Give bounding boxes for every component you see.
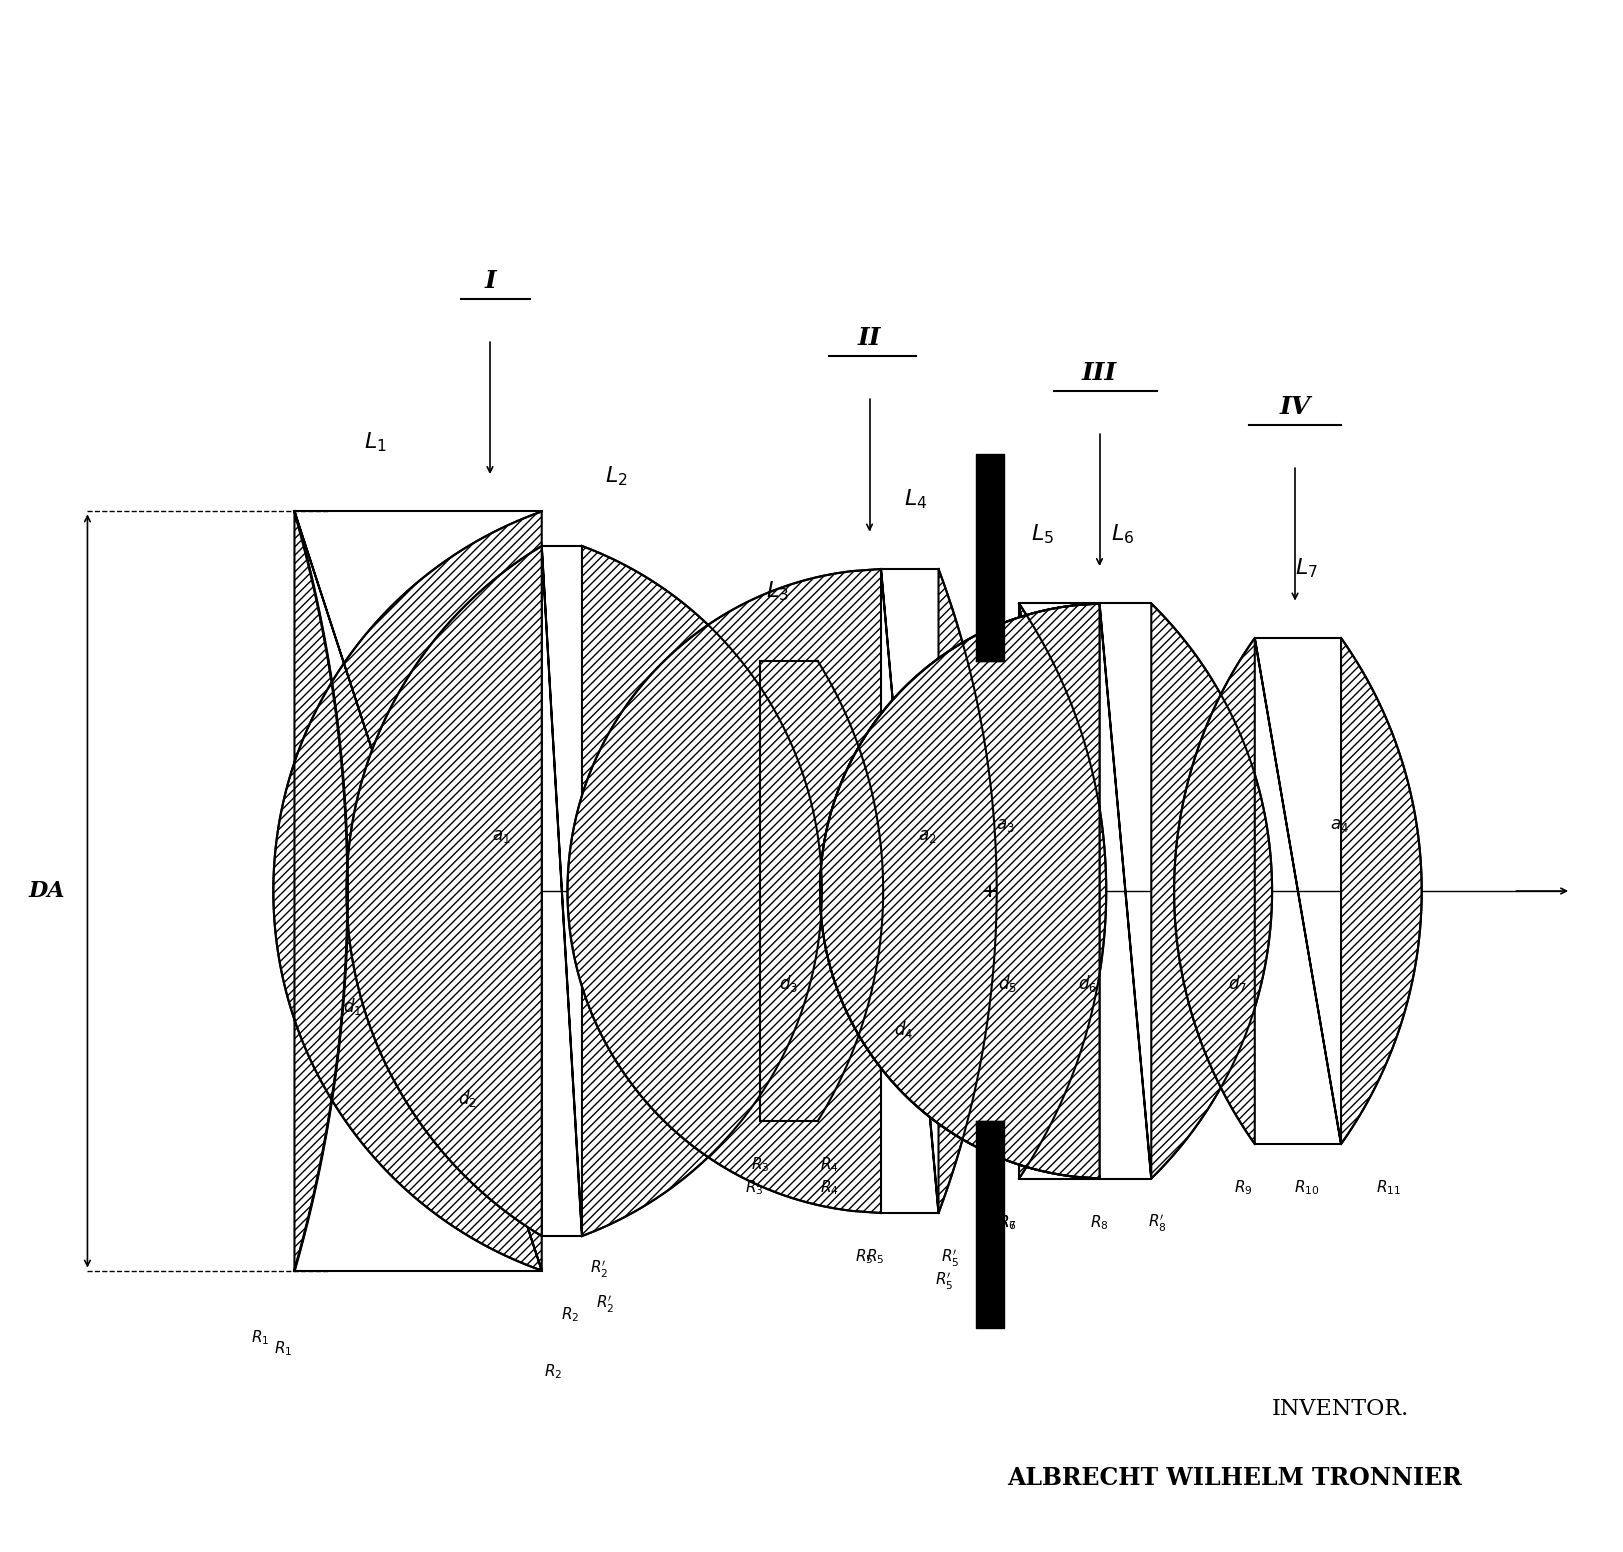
Text: $d_2$: $d_2$ [458, 1088, 476, 1108]
Text: $L_2$: $L_2$ [605, 466, 628, 489]
Text: $d_3$: $d_3$ [779, 973, 799, 993]
Text: $L_4$: $L_4$ [904, 487, 927, 512]
Text: $R_1$: $R_1$ [250, 1329, 269, 1347]
Text: $R_6$: $R_6$ [998, 1214, 1016, 1232]
Polygon shape [820, 604, 1271, 1178]
Text: $R_7$: $R_7$ [998, 1214, 1016, 1232]
Text: I: I [484, 268, 495, 293]
Text: $R_8$: $R_8$ [1089, 1214, 1109, 1232]
Text: INVENTOR.: INVENTOR. [1271, 1397, 1409, 1420]
Text: $L_1$: $L_1$ [364, 430, 386, 455]
Text: IV: IV [1279, 396, 1310, 419]
Text: $d_4$: $d_4$ [894, 1018, 914, 1040]
Text: $R_8'$: $R_8'$ [1147, 1214, 1165, 1234]
Text: $d_5$: $d_5$ [998, 973, 1016, 993]
Polygon shape [346, 546, 821, 1235]
Text: $a_1$: $a_1$ [492, 829, 511, 844]
Text: $R_4$: $R_4$ [820, 1156, 837, 1175]
Text: $L_5$: $L_5$ [1031, 523, 1053, 546]
Text: $R_{10}$: $R_{10}$ [1294, 1178, 1318, 1197]
Text: $R_1$: $R_1$ [274, 1339, 292, 1358]
Text: $R_9$: $R_9$ [1233, 1178, 1251, 1197]
Text: DA: DA [29, 880, 65, 902]
Text: $R_2$: $R_2$ [562, 1305, 579, 1324]
Polygon shape [273, 512, 542, 1271]
Text: $d_7$: $d_7$ [1227, 973, 1246, 993]
Text: $R_2$: $R_2$ [544, 1363, 562, 1381]
Text: $R_4$: $R_4$ [820, 1178, 837, 1197]
Text: $R_5'$: $R_5'$ [940, 1248, 959, 1268]
Polygon shape [820, 604, 1105, 1178]
Text: $R_3$: $R_3$ [745, 1178, 763, 1197]
Text: $R_5$: $R_5$ [854, 1248, 873, 1266]
Text: $a_4$: $a_4$ [1329, 816, 1347, 833]
Text: $d_1$: $d_1$ [342, 995, 362, 1017]
Text: $d_6$: $d_6$ [1078, 973, 1097, 993]
Text: $L_3$: $L_3$ [766, 580, 789, 604]
Text: $R_2'$: $R_2'$ [596, 1293, 613, 1315]
Text: $a_2$: $a_2$ [917, 829, 935, 844]
Text: III: III [1081, 362, 1117, 385]
Text: II: II [857, 326, 881, 351]
Text: $a_3$: $a_3$ [995, 816, 1014, 833]
Text: $L_7$: $L_7$ [1294, 557, 1318, 580]
Polygon shape [566, 570, 997, 1214]
Text: $R_{11}$: $R_{11}$ [1375, 1178, 1399, 1197]
Text: $L_6$: $L_6$ [1110, 523, 1133, 546]
Text: $R_5'$: $R_5'$ [935, 1271, 953, 1291]
Polygon shape [760, 661, 883, 1121]
Polygon shape [1173, 638, 1420, 1144]
Text: $R_3$: $R_3$ [750, 1156, 769, 1175]
Text: ALBRECHT WILHELM TRONNIER: ALBRECHT WILHELM TRONNIER [1006, 1465, 1461, 1490]
Text: $R_2'$: $R_2'$ [589, 1259, 609, 1280]
Text: $R_5$: $R_5$ [865, 1248, 885, 1266]
